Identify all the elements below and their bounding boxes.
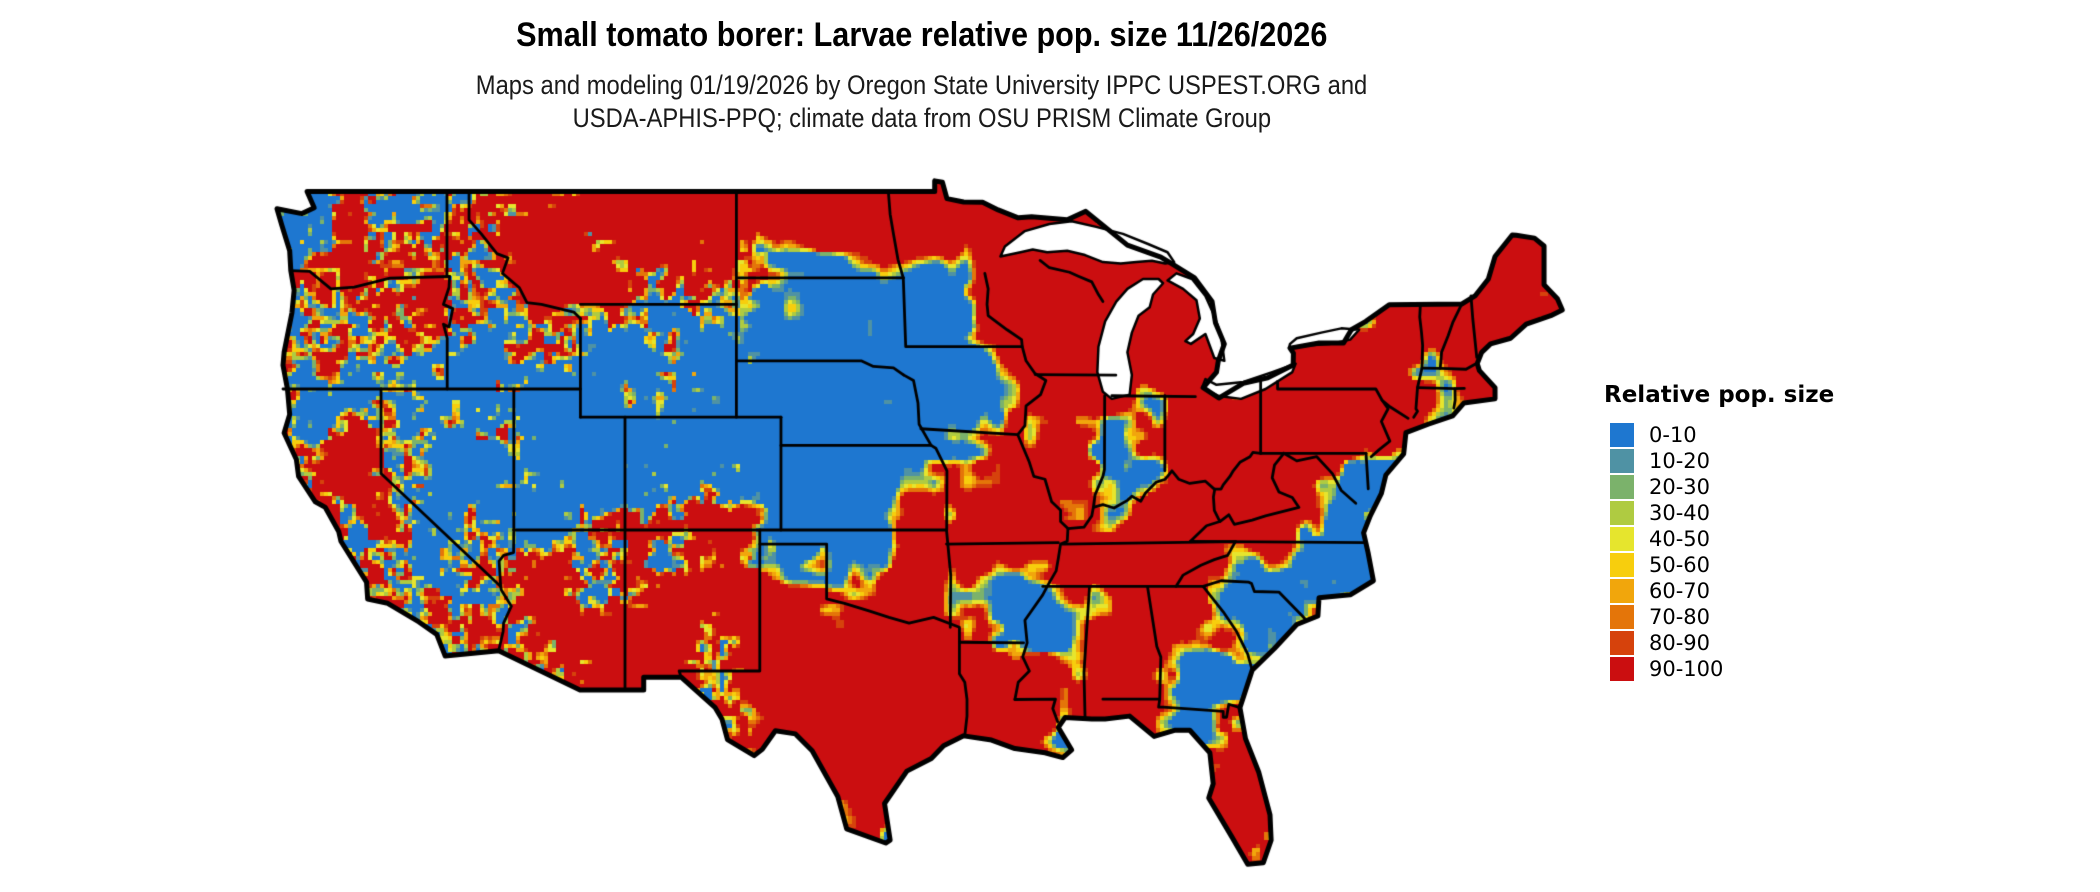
legend-item: 40-50 xyxy=(1604,526,1834,552)
legend: Relative pop. size 0-10 10-20 20-30 30-4… xyxy=(1604,382,1834,682)
legend-label: 50-60 xyxy=(1649,553,1711,577)
legend-swatch xyxy=(1610,475,1634,499)
legend-item: 30-40 xyxy=(1604,500,1834,526)
map-header: Small tomato borer: Larvae relative pop.… xyxy=(0,16,1844,135)
legend-label: 30-40 xyxy=(1649,501,1711,525)
legend-item: 10-20 xyxy=(1604,448,1834,474)
legend-item: 20-30 xyxy=(1604,474,1834,500)
legend-label: 0-10 xyxy=(1649,423,1697,447)
legend-title: Relative pop. size xyxy=(1604,382,1835,408)
legend-label: 70-80 xyxy=(1649,605,1711,629)
legend-swatch xyxy=(1610,605,1634,629)
legend-label: 20-30 xyxy=(1649,475,1711,499)
legend-label: 80-90 xyxy=(1649,631,1711,655)
legend-swatch xyxy=(1610,449,1634,473)
legend-swatch xyxy=(1610,657,1634,681)
map-subtitle: Maps and modeling 01/19/2026 by Oregon S… xyxy=(0,69,1844,135)
legend-label: 60-70 xyxy=(1649,579,1711,603)
legend-swatch xyxy=(1610,501,1634,525)
legend-swatch xyxy=(1610,579,1634,603)
legend-label: 40-50 xyxy=(1649,527,1711,551)
map-title: Small tomato borer: Larvae relative pop.… xyxy=(516,16,1328,54)
legend-item: 90-100 xyxy=(1604,656,1834,682)
legend-label: 10-20 xyxy=(1649,449,1711,473)
legend-label: 90-100 xyxy=(1649,657,1724,681)
legend-swatch xyxy=(1610,553,1634,577)
legend-item: 0-10 xyxy=(1604,422,1834,448)
map-subtitle-line2: USDA-APHIS-PPQ; climate data from OSU PR… xyxy=(572,103,1272,133)
legend-swatch xyxy=(1610,527,1634,551)
legend-item: 80-90 xyxy=(1604,630,1834,656)
legend-item: 60-70 xyxy=(1604,578,1834,604)
legend-item: 50-60 xyxy=(1604,552,1834,578)
legend-swatch xyxy=(1610,423,1634,447)
legend-item: 70-80 xyxy=(1604,604,1834,630)
legend-swatch xyxy=(1610,631,1634,655)
map-subtitle-line1: Maps and modeling 01/19/2026 by Oregon S… xyxy=(476,70,1368,100)
